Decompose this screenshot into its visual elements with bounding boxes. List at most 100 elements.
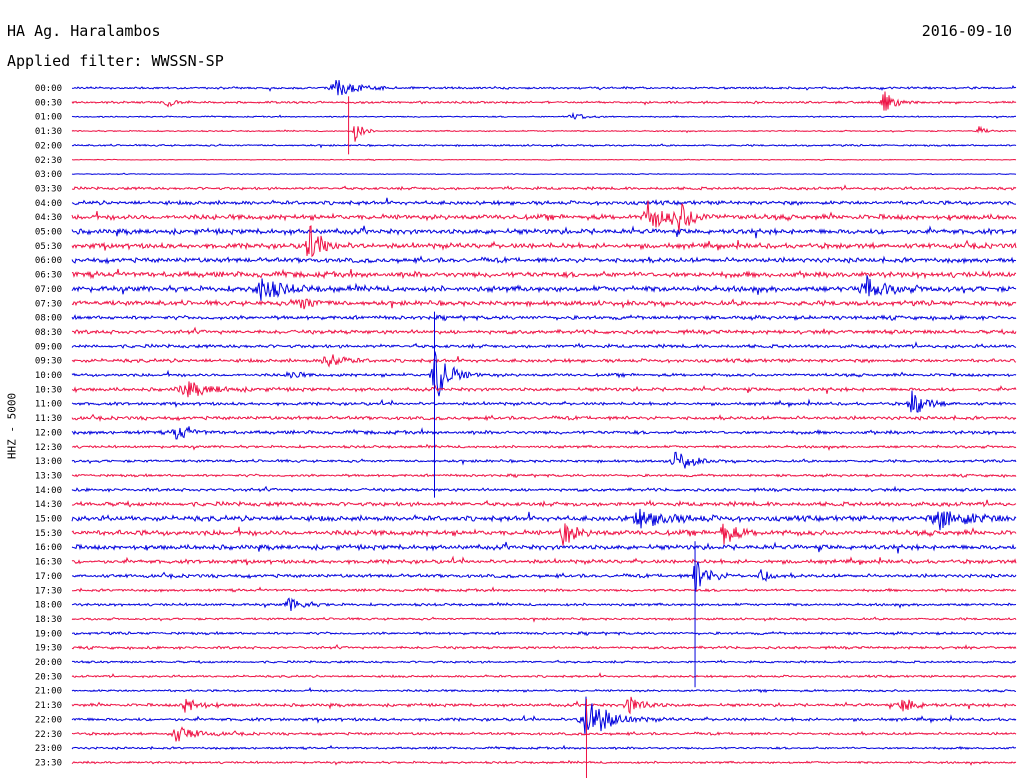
trace-line (71, 225, 1017, 239)
tick-label: 23:30 (35, 758, 62, 768)
trace-line (71, 426, 1017, 440)
tick-label: 22:30 (35, 730, 62, 740)
tick-label: 22:00 (35, 715, 62, 725)
trace-line (71, 597, 1017, 611)
trace-line (72, 586, 1017, 593)
trace-line (71, 672, 1017, 679)
tick-label: 11:30 (35, 414, 62, 424)
tick-label: 10:00 (35, 371, 62, 381)
date-label: 2016-09-10 (921, 22, 1012, 40)
tick-label: 18:30 (35, 615, 62, 625)
trace-line (71, 143, 1017, 149)
trace-line (71, 616, 1017, 623)
trace-line (71, 314, 1017, 322)
tick-label: 04:00 (35, 199, 62, 209)
trace-line (71, 523, 1017, 546)
trace-line (71, 759, 1017, 766)
tick-label: 07:00 (35, 285, 62, 295)
tick-label: 12:00 (35, 428, 62, 438)
tick-label: 02:00 (35, 141, 62, 151)
tick-label: 13:30 (35, 471, 62, 481)
trace-line (71, 275, 1017, 301)
trace-line (71, 125, 1017, 142)
tick-label: 11:00 (35, 400, 62, 410)
tick-label: 19:00 (35, 629, 62, 639)
tick-label: 06:30 (35, 271, 62, 281)
trace-line (71, 351, 1017, 397)
tick-label: 15:00 (35, 515, 62, 525)
trace-line (71, 225, 1017, 258)
tick-label: 02:30 (35, 156, 62, 166)
trace-line (71, 508, 1017, 531)
tick-label: 08:00 (35, 314, 62, 324)
tick-label: 05:00 (35, 228, 62, 238)
trace-line (72, 158, 1017, 161)
tick-label: 16:00 (35, 543, 62, 553)
trace-line (71, 443, 1017, 451)
tick-label: 23:00 (35, 744, 62, 754)
trace-line (71, 255, 1017, 265)
tick-label: 05:30 (35, 242, 62, 252)
tick-label: 14:30 (35, 500, 62, 510)
trace-line (71, 541, 1017, 554)
trace-line (71, 390, 1017, 413)
tick-label: 00:00 (35, 84, 62, 94)
trace-line (71, 326, 1017, 336)
trace-line (71, 111, 1017, 120)
tick-label: 03:00 (35, 170, 62, 180)
trace-line (71, 686, 1016, 694)
tick-label: 10:30 (35, 385, 62, 395)
trace-line (71, 696, 1017, 715)
trace-line (71, 413, 1017, 423)
tick-label: 09:30 (35, 357, 62, 367)
filter-label: Applied filter: WWSSN-SP (7, 52, 224, 70)
trace-line (72, 630, 1017, 637)
tick-label: 19:30 (35, 644, 62, 654)
traces-group (71, 79, 1017, 778)
tick-label: 20:30 (35, 672, 62, 682)
tick-label: 01:00 (35, 113, 62, 123)
trace-line (71, 172, 1017, 176)
tick-label: 21:30 (35, 701, 62, 711)
trace-line (71, 643, 1017, 651)
tick-label: 21:00 (35, 687, 62, 697)
station-title: HA Ag. Haralambos (7, 22, 161, 40)
trace-line (71, 726, 1017, 742)
trace-line (71, 473, 1017, 479)
trace-line (71, 354, 1017, 368)
tick-labels-group: 00:00 00:30 01:00 01:30 02:00 02:30 03:00 03:30… (35, 84, 62, 768)
tick-label: 16:30 (35, 558, 62, 568)
trace-line (71, 197, 1016, 207)
tick-label: 17:00 (35, 572, 62, 582)
tick-label: 17:30 (35, 586, 62, 596)
tick-label: 14:00 (35, 486, 62, 496)
trace-line (71, 696, 1017, 735)
tick-label: 18:00 (35, 601, 62, 611)
tick-label: 08:30 (35, 328, 62, 338)
tick-label: 06:00 (35, 256, 62, 266)
tick-label: 09:00 (35, 342, 62, 352)
trace-line (71, 341, 1017, 350)
trace-line (71, 561, 1017, 592)
trace-line (71, 499, 1017, 508)
tick-label: 20:00 (35, 658, 62, 668)
trace-line (71, 451, 1017, 469)
trace-line (71, 485, 1017, 493)
tick-label: 00:30 (35, 98, 62, 108)
tick-label: 04:30 (35, 213, 62, 223)
trace-line (71, 298, 1017, 310)
trace-line (71, 91, 1017, 111)
trace-line (71, 659, 1017, 664)
tick-label: 15:30 (35, 529, 62, 539)
trace-line (71, 555, 1017, 566)
trace-line (71, 200, 1017, 233)
trace-line (71, 268, 1017, 280)
tick-label: 03:30 (35, 184, 62, 194)
tick-label: 12:30 (35, 443, 62, 453)
tick-label: 07:30 (35, 299, 62, 309)
trace-line (71, 381, 1017, 398)
trace-line (71, 79, 1017, 96)
trace-line (71, 184, 1017, 191)
tick-label: 01:30 (35, 127, 62, 137)
